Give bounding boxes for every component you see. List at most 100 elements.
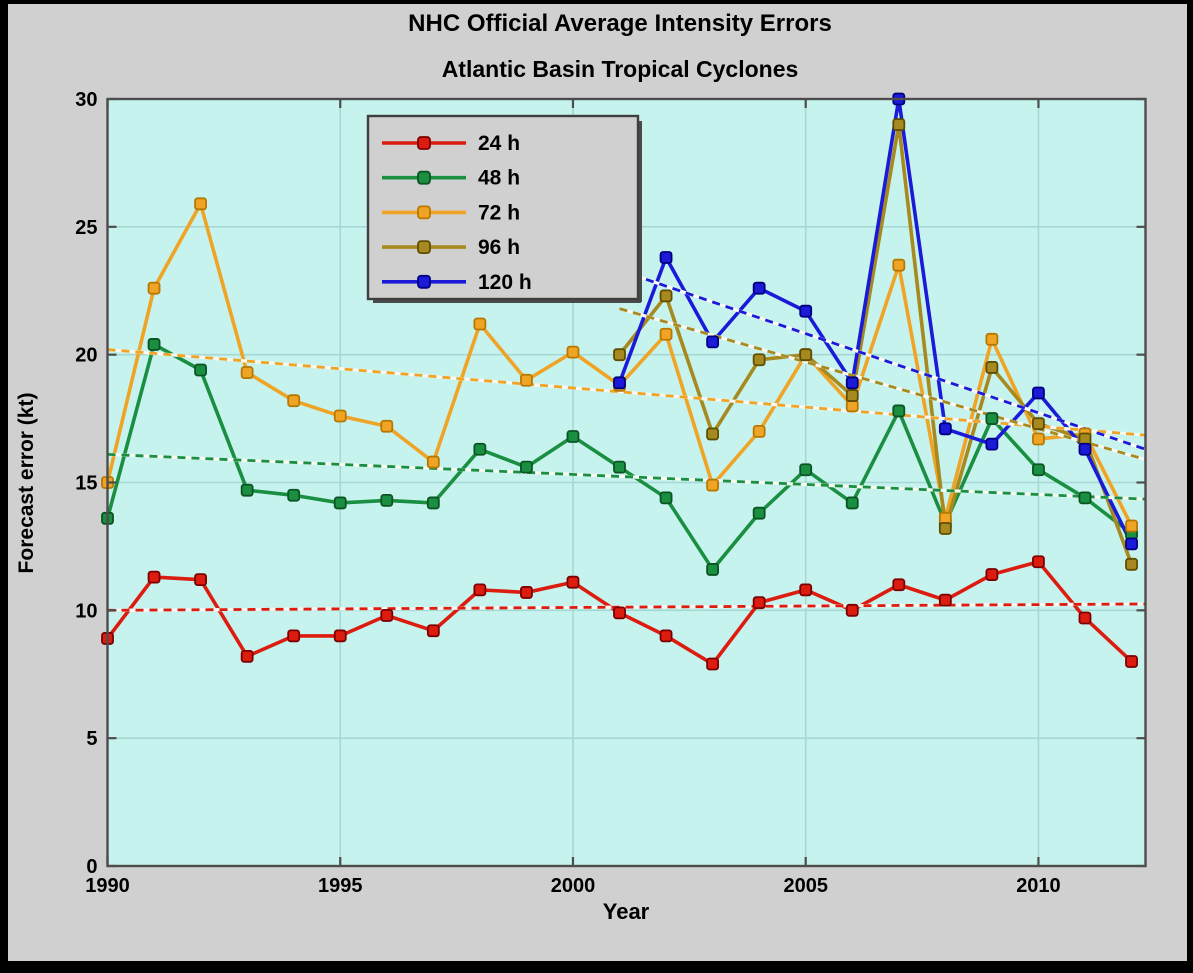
marker-48h-2003 [706,563,720,576]
marker-24h-2008 [938,593,952,607]
marker-72h-2007 [892,258,906,272]
marker-24h-2010 [1032,555,1045,569]
marker-24h-2001 [613,606,626,620]
marker-72h-2012 [1125,519,1138,533]
marker-48h-2000 [566,430,580,443]
marker-96h-2004 [752,353,766,367]
marker-96h-2010 [1032,417,1045,431]
marker-24h-2003 [706,657,720,671]
marker-24h-2002 [659,629,673,643]
y-tick-label-5: 5 [86,728,97,750]
marker-24h-2000 [566,575,580,589]
marker-72h-2004 [752,424,766,438]
marker-24h-2005 [799,583,813,597]
marker-96h-2002 [659,289,673,303]
marker-24h-2012 [1125,655,1138,668]
x-tick-label-1990: 1990 [85,875,130,897]
marker-24h-2006 [845,603,859,617]
marker-24h-2004 [752,596,766,610]
legend-item-72h: 72 h [382,201,520,224]
marker-24h-1995 [333,629,347,643]
marker-72h-1999 [520,373,533,387]
marker-96h-2012 [1125,557,1138,571]
marker-96h-2003 [706,427,720,441]
marker-48h-2005 [799,463,813,477]
y-axis-label: Forecast error (kt) [15,393,38,574]
chart-subtitle: Atlantic Basin Tropical Cyclones [442,56,799,82]
legend-marker-96h [417,240,431,255]
marker-120h-2012 [1125,537,1138,551]
marker-48h-1997 [426,496,440,510]
legend-item-24h: 24 h [382,132,520,155]
marker-72h-1997 [426,455,440,469]
legend-box [366,114,640,301]
legend-item-48h: 48 h [382,167,520,190]
marker-48h-1994 [287,488,301,502]
marker-48h-2006 [845,496,859,510]
marker-48h-2002 [659,491,673,505]
legend-marker-120h [417,274,431,289]
x-axis-label: Year [603,899,650,924]
marker-48h-2001 [613,460,626,474]
marker-48h-2011 [1078,491,1092,505]
series-72h-trendline [107,348,1146,437]
marker-72h-1995 [333,409,347,423]
marker-96h-2009 [985,361,999,374]
marker-24h-1997 [426,624,440,638]
marker-72h-1992 [194,197,207,211]
marker-48h-1996 [380,493,394,507]
chart-title: NHC Official Average Intensity Errors [408,10,832,37]
marker-120h-2009 [985,437,999,451]
marker-24h-1992 [194,573,207,587]
marker-24h-1998 [473,583,487,597]
legend-marker-48h [417,170,431,185]
series-24h-trendline [107,602,1146,612]
legend-marker-24h [417,136,431,150]
marker-72h-1994 [287,394,301,408]
marker-24h-1999 [520,586,533,599]
y-tick-label-10: 10 [75,600,97,622]
marker-24h-2009 [985,568,999,581]
y-tick-label-30: 30 [75,89,97,111]
marker-48h-2010 [1032,463,1045,477]
legend-label-96h: 96 h [478,236,520,259]
legend-marker-72h [417,205,431,220]
marker-72h-2000 [566,345,580,359]
x-tick-label-2005: 2005 [783,875,828,897]
marker-24h-1993 [240,649,254,663]
marker-72h-2002 [659,327,673,341]
marker-48h-1995 [333,496,347,510]
marker-96h-2008 [938,522,952,535]
marker-72h-2003 [706,478,720,492]
marker-48h-2009 [985,412,999,425]
y-tick-label-15: 15 [75,473,97,495]
marker-96h-2005 [799,348,813,362]
series-120h-trendline [619,268,1146,451]
marker-120h-2008 [938,422,952,436]
legend-label-24h: 24 h [478,132,520,155]
marker-120h-2001 [613,376,626,390]
marker-72h-1991 [147,281,161,295]
marker-96h-2001 [613,348,626,362]
y-tick-label-20: 20 [75,345,97,367]
marker-72h-1996 [380,419,394,433]
marker-96h-2006 [845,389,859,402]
series-48h-trendline [107,452,1146,501]
marker-24h-2011 [1078,611,1092,625]
legend-label-48h: 48 h [478,167,520,190]
marker-48h-1991 [147,338,161,351]
marker-72h-2009 [985,332,999,346]
legend-item-96h: 96 h [382,236,520,259]
marker-120h-2006 [845,376,859,390]
marker-48h-2007 [892,404,906,418]
marker-120h-2003 [706,335,720,349]
marker-24h-1994 [287,629,301,643]
marker-48h-1998 [473,442,487,456]
marker-48h-1993 [240,483,254,497]
series-96h-trendline [619,307,1146,461]
marker-120h-2002 [659,251,673,264]
series-120h-markers [613,92,1138,551]
legend: 24 h 48 h 72 h 96 h 120 h [366,114,642,303]
marker-120h-2011 [1078,442,1092,456]
